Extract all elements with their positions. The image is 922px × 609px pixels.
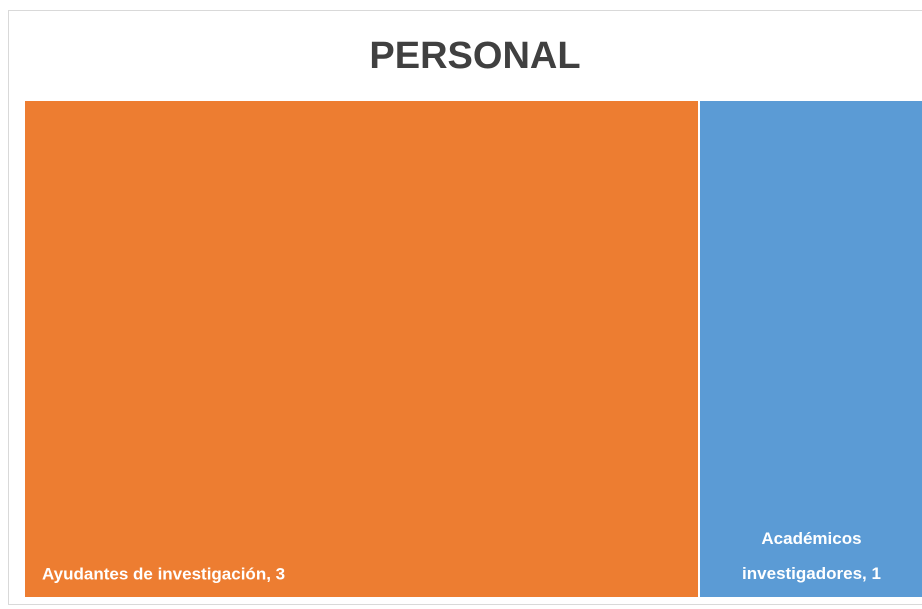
treemap-tile [700, 101, 922, 597]
treemap-tile [25, 101, 698, 597]
chart-title: PERSONAL [369, 35, 580, 77]
tile-label: Ayudantes de investigación, 3 [42, 564, 285, 583]
tile-label: Académicos investigadores, 1 [742, 529, 881, 583]
